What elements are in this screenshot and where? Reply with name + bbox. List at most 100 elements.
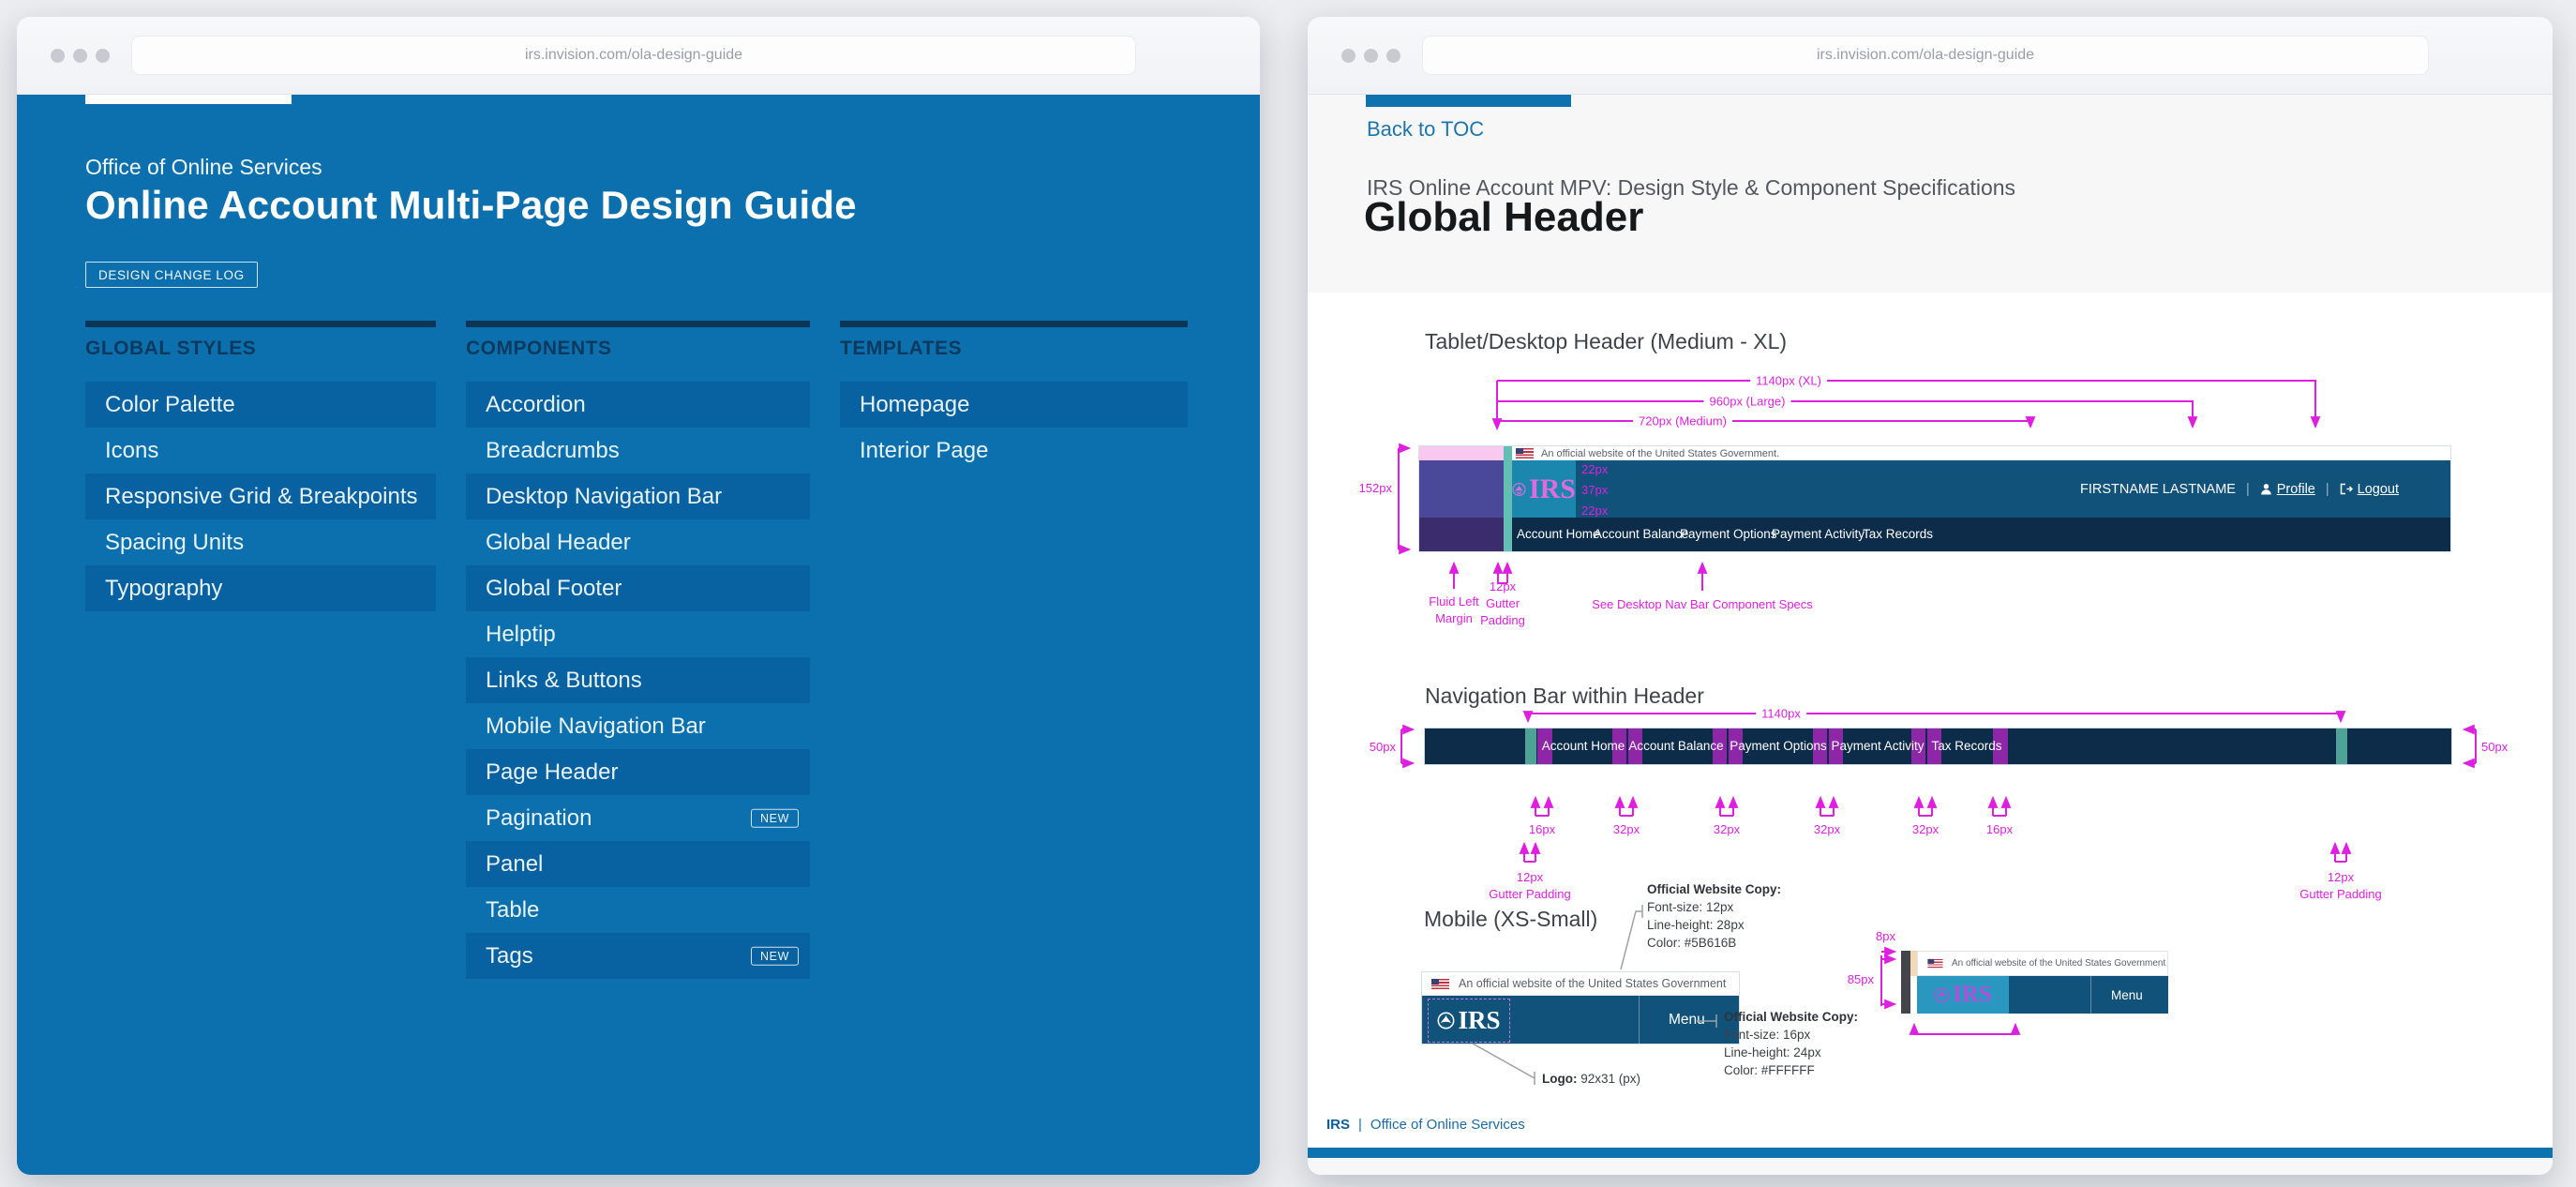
address-bar[interactable]: irs.invision.com/ola-design-guide xyxy=(1422,36,2429,75)
nav-item-account-home: Account Home xyxy=(1517,527,1600,541)
dim-152px-left-margin: 152px xyxy=(1358,481,1392,495)
browser-window-global-header-spec: irs.invision.com/ola-design-guide Back t… xyxy=(1308,17,2553,1175)
dim-50px-left: 50px xyxy=(1369,740,1396,754)
official-website-strip: An official website of the United States… xyxy=(1422,972,1739,996)
close-window-icon[interactable] xyxy=(1341,49,1355,63)
logout-icon xyxy=(2340,483,2353,495)
column-rule xyxy=(85,321,436,327)
toc-item-color-palette[interactable]: Color Palette xyxy=(85,382,436,428)
minimize-window-icon[interactable] xyxy=(1364,49,1378,63)
toc-item-desktop-navigation-bar[interactable]: Desktop Navigation Bar xyxy=(466,473,810,519)
section-label-navbar: Navigation Bar within Header xyxy=(1425,684,1704,708)
header-nav-bar xyxy=(1419,518,2450,551)
menu-button: Menu xyxy=(2111,987,2143,1002)
dim-22px-top: 22px xyxy=(1581,462,1609,476)
traffic-light-buttons[interactable] xyxy=(1341,49,1400,63)
account-name: FIRSTNAME LASTNAME xyxy=(2080,481,2236,497)
toc-item-tags[interactable]: Tags NEW xyxy=(466,933,810,979)
toc-item-responsive-grid[interactable]: Responsive Grid & Breakpoints xyxy=(85,473,436,519)
mobile-header-mock-margins: An official website of the United States… xyxy=(1901,951,2168,1014)
toc-item-homepage[interactable]: Homepage xyxy=(840,382,1188,428)
footer-brand: IRS xyxy=(1326,1117,1351,1133)
toc-item-global-header[interactable]: Global Header xyxy=(486,530,631,555)
design-guide-home-page: Office of Online Services Online Account… xyxy=(17,95,1260,1175)
toc-item-page-header[interactable]: Page Header xyxy=(466,749,810,795)
url-text: irs.invision.com/ola-design-guide xyxy=(1816,47,2035,63)
browser-chrome: irs.invision.com/ola-design-guide xyxy=(17,17,1260,95)
browser-window-design-guide-home: irs.invision.com/ola-design-guide Office… xyxy=(17,17,1260,1175)
nav-item-account-home: Account Home xyxy=(1541,739,1625,753)
padding-highlight-32a xyxy=(1813,729,1827,764)
padding-highlight-32b xyxy=(1628,729,1642,764)
callout-official-copy-small: Official Website Copy: Font-size: 12px L… xyxy=(1647,882,1782,950)
nav-item-account-balance: Account Balance xyxy=(1594,527,1689,541)
padding-highlight-32b xyxy=(1829,729,1843,764)
toc-item-links-buttons[interactable]: Links & Buttons xyxy=(466,657,810,703)
scrolled-tab-remnant xyxy=(85,95,292,104)
toc-item-panel[interactable]: Panel xyxy=(466,841,810,887)
spec-eyebrow: IRS Online Account MPV: Design Style & C… xyxy=(1367,175,2016,200)
us-flag-icon xyxy=(1431,978,1449,989)
left-margin-highlight-mid xyxy=(1419,460,1504,518)
nav-item-tax-records: Tax Records xyxy=(1863,527,1934,541)
dim-1140: 1140px xyxy=(1756,706,1806,721)
toc-item-table[interactable]: Table xyxy=(486,897,540,923)
address-bar[interactable]: irs.invision.com/ola-design-guide xyxy=(131,36,1136,75)
toc-item-pagination[interactable]: Pagination NEW xyxy=(466,795,810,841)
us-flag-icon xyxy=(1927,958,1943,969)
gutter-highlight xyxy=(1525,729,1536,764)
page-title: Online Account Multi-Page Design Guide xyxy=(85,183,857,227)
dim-720-medium: 720px (Medium) xyxy=(1633,413,1732,428)
maximize-window-icon[interactable] xyxy=(1386,49,1400,63)
close-window-icon[interactable] xyxy=(51,49,65,63)
toc-item-typography[interactable]: Typography xyxy=(85,565,436,611)
toc-item-accordion[interactable]: Accordion xyxy=(466,382,810,428)
padding-highlight-32a xyxy=(1713,729,1727,764)
dim-1140-xl: 1140px (XL) xyxy=(1750,373,1827,388)
back-to-toc-link[interactable]: Back to TOC xyxy=(1367,117,1485,141)
menu-separator xyxy=(1639,996,1640,1044)
toc-columns: GLOBAL STYLES Color Palette Icons Respon… xyxy=(85,321,1188,979)
toc-item-helptip[interactable]: Helptip xyxy=(486,622,556,647)
dim-50px-right: 50px xyxy=(2481,740,2509,754)
design-change-log-button[interactable]: DESIGN CHANGE LOG xyxy=(85,262,258,288)
column-header: TEMPLATES xyxy=(840,338,963,359)
dim-22px-bottom: 22px xyxy=(1581,503,1609,518)
callout-official-copy-menu: Official Website Copy: Font-size: 16px L… xyxy=(1724,1010,1859,1077)
toc-item-global-footer[interactable]: Global Footer xyxy=(466,565,810,611)
column-rule xyxy=(466,321,810,327)
left-margin-highlight xyxy=(1419,446,1504,460)
toc-item-interior-page[interactable]: Interior Page xyxy=(860,438,989,463)
navbar-mock: Account Home Account Balance Payment Opt… xyxy=(1424,728,2452,765)
toc-item-breadcrumbs[interactable]: Breadcrumbs xyxy=(486,438,620,463)
minimize-window-icon[interactable] xyxy=(73,49,87,63)
url-text: irs.invision.com/ola-design-guide xyxy=(524,47,743,63)
measure-32px: 32px xyxy=(1612,822,1640,836)
spec-title: Global Header xyxy=(1364,194,1644,240)
desktop-header-mock: IRS An official website of the United St… xyxy=(1418,445,2451,552)
toc-item-mobile-navigation-bar[interactable]: Mobile Navigation Bar xyxy=(486,714,706,739)
measure-16px: 16px xyxy=(1528,822,1556,836)
dim-37px-logo: 37px xyxy=(1581,483,1609,497)
footer-org-link[interactable]: Office of Online Services xyxy=(1370,1117,1525,1133)
measure-32px: 32px xyxy=(1911,822,1939,836)
column-header: GLOBAL STYLES xyxy=(85,338,257,359)
header-main-bar xyxy=(1419,460,2450,518)
new-badge: NEW xyxy=(751,808,799,828)
section-label-mobile: Mobile (XS-Small) xyxy=(1424,907,1598,931)
gutter-padding-label: 12px Gutter Padding xyxy=(1480,579,1525,627)
column-components: COMPONENTS Accordion Breadcrumbs Desktop… xyxy=(466,321,810,979)
fluid-left-margin-label: Fluid Left Margin xyxy=(1429,594,1479,625)
maximize-window-icon[interactable] xyxy=(96,49,110,63)
nav-item-account-balance: Account Balance xyxy=(1628,739,1724,753)
toc-item-icons[interactable]: Icons xyxy=(105,438,159,463)
callout-logo-size: Logo: 92x31 (px) xyxy=(1542,1072,1641,1086)
traffic-light-buttons[interactable] xyxy=(51,49,110,63)
column-header: COMPONENTS xyxy=(466,338,612,359)
irs-logo: IRS xyxy=(1428,999,1510,1043)
mobile-header-bar: IRS Menu xyxy=(1917,976,2168,1014)
gutter-padding-label-right: 12px Gutter Padding xyxy=(2299,870,2382,901)
nav-item-payment-options: Payment Options xyxy=(1730,739,1827,753)
dim-8px: 8px xyxy=(1876,929,1895,943)
toc-item-spacing-units[interactable]: Spacing Units xyxy=(105,530,245,555)
